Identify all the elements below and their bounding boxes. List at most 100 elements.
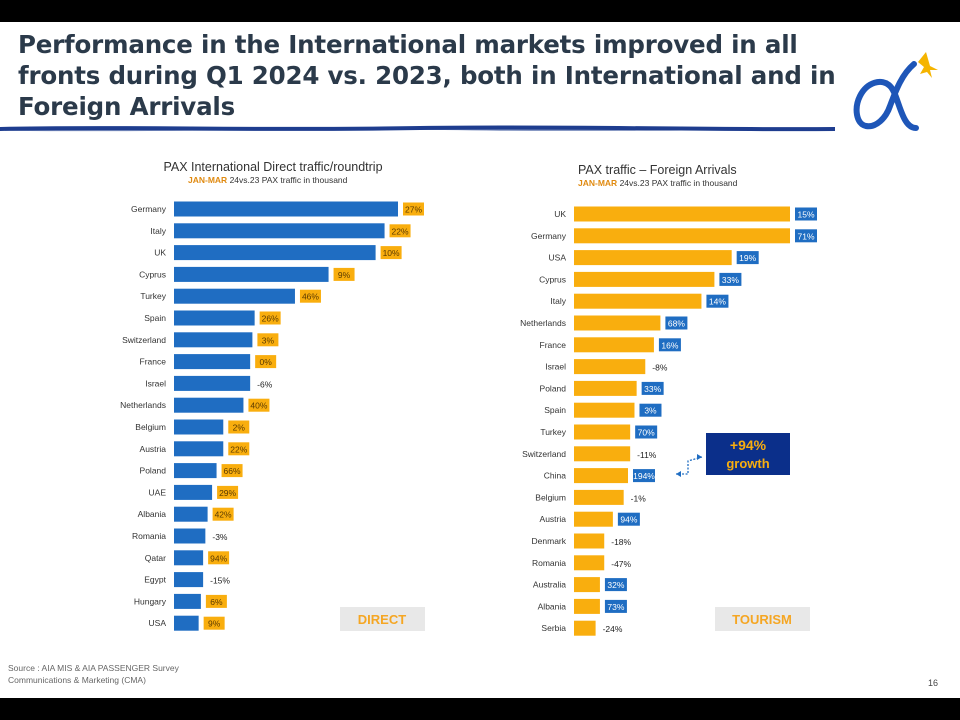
chart-title: PAX traffic – Foreign Arrivals — [578, 163, 737, 177]
bar — [174, 332, 253, 348]
category-label: USA — [149, 618, 167, 628]
growth-label: 194% — [633, 471, 655, 481]
growth-label: 15% — [797, 210, 814, 220]
category-label: Switzerland — [122, 335, 166, 345]
source-line: Communications & Marketing (CMA) — [8, 674, 146, 685]
growth-label-bg — [658, 338, 681, 352]
category-label: Switzerland — [522, 449, 566, 459]
title-underline — [0, 125, 835, 132]
category-label: UK — [554, 209, 566, 219]
growth-label: 3% — [262, 335, 275, 345]
growth-label-bg — [736, 251, 759, 265]
badge-label: DIRECT — [358, 612, 406, 627]
growth-label-bg — [795, 229, 817, 243]
growth-label-bg — [228, 442, 250, 456]
direct-traffic-chart: PAX International Direct traffic/roundtr… — [120, 160, 425, 631]
chart-subtitle: JAN-MAR 24vs.23 PAX traffic in thousand — [578, 178, 738, 188]
tourism-badge: TOURISM — [715, 607, 810, 631]
growth-label-bg — [217, 485, 239, 499]
growth-label-bg — [633, 469, 655, 483]
growth-label: 19% — [739, 253, 756, 263]
source-line: Source : AIA MIS & AIA PASSENGER Survey — [8, 663, 179, 673]
growth-label: -6% — [257, 379, 273, 389]
category-label: Albania — [138, 509, 167, 519]
bar — [574, 337, 654, 353]
bar — [174, 550, 204, 566]
chart-subtitle: JAN-MAR 24vs.23 PAX traffic in thousand — [188, 175, 348, 185]
growth-label: 16% — [661, 340, 678, 350]
bar — [174, 223, 385, 239]
bar — [574, 271, 715, 287]
callout-line1: +94% — [730, 437, 767, 453]
growth-label: 42% — [215, 510, 232, 520]
growth-label: 10% — [383, 248, 400, 258]
category-label: Cyprus — [139, 269, 166, 279]
bar — [574, 533, 605, 549]
bar — [574, 315, 661, 331]
growth-label: -18% — [611, 537, 631, 547]
growth-label: 71% — [797, 231, 814, 241]
bar — [174, 310, 255, 326]
bar — [574, 555, 605, 571]
growth-label-bg — [205, 594, 227, 608]
category-label: Albania — [538, 601, 567, 611]
growth-label: 26% — [262, 314, 279, 324]
category-label: Turkey — [140, 291, 166, 301]
category-label: Italy — [150, 226, 166, 236]
bar — [574, 446, 631, 462]
growth-label-bg — [208, 551, 230, 565]
bar — [174, 572, 204, 588]
growth-label: 33% — [722, 275, 739, 285]
growth-label: 40% — [250, 401, 267, 411]
category-label: Egypt — [144, 575, 166, 585]
bar — [574, 206, 790, 222]
callout-arrow — [676, 456, 703, 475]
growth-label-bg — [604, 578, 627, 592]
bar — [174, 528, 206, 544]
growth-label: 6% — [210, 597, 223, 607]
growth-label: 22% — [392, 226, 409, 236]
category-label: Austria — [140, 444, 167, 454]
growth-label-bg — [706, 294, 729, 308]
bar — [174, 484, 213, 500]
growth-label: 27% — [405, 205, 422, 215]
callout-line2: growth — [726, 456, 769, 471]
top-bar — [0, 0, 960, 22]
growth-label: 33% — [644, 384, 661, 394]
airport-logo — [853, 52, 938, 131]
growth-label-bg — [635, 425, 658, 439]
growth-label-bg — [221, 464, 243, 478]
bar — [574, 424, 631, 440]
growth-label-bg — [617, 512, 640, 526]
page-title: Performance in the International markets… — [18, 30, 836, 121]
category-label: Netherlands — [520, 318, 566, 328]
bar — [174, 506, 208, 522]
bar — [174, 354, 251, 370]
growth-label-bg — [665, 316, 688, 330]
bar — [174, 375, 251, 391]
bar — [574, 468, 628, 484]
direct-badge: DIRECT — [340, 607, 425, 631]
growth-label: 73% — [607, 602, 624, 612]
growth-label-bg — [203, 616, 225, 630]
category-label: USA — [549, 253, 567, 263]
foreign-arrivals-chart: PAX traffic – Foreign Arrivals JAN-MAR 2… — [520, 163, 817, 636]
category-label: Poland — [540, 383, 567, 393]
category-label: Italy — [550, 296, 566, 306]
growth-label: 9% — [338, 270, 351, 280]
category-label: France — [540, 340, 567, 350]
category-label: Germany — [131, 204, 167, 214]
bar — [574, 511, 613, 527]
bar — [574, 402, 635, 418]
growth-label-bg — [604, 599, 627, 613]
growth-label: -3% — [212, 532, 228, 542]
category-label: Netherlands — [120, 400, 166, 410]
growth-label: 0% — [260, 357, 273, 367]
bar — [174, 593, 201, 609]
bar — [574, 620, 596, 636]
growth-label-bg — [795, 207, 817, 221]
growth-label: 32% — [607, 580, 624, 590]
category-label: Cyprus — [539, 274, 566, 284]
bar — [574, 489, 624, 505]
growth-label-bg — [255, 355, 277, 369]
